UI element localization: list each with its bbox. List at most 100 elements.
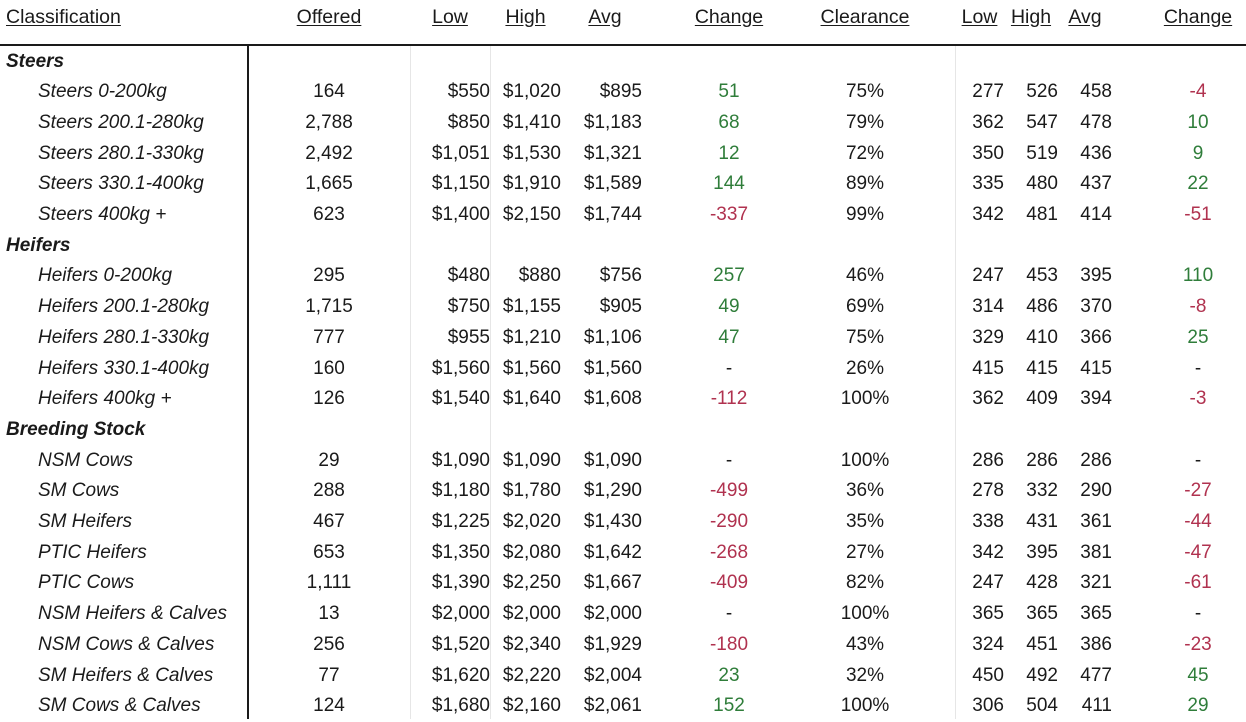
avg-cents-cell: 411: [1081, 695, 1112, 717]
low-cents-cell: 450: [972, 664, 1004, 686]
clearance-cell: 43%: [845, 633, 885, 655]
low-cents-cell: 306: [972, 695, 1004, 717]
low-cents-cell: 342: [972, 541, 1004, 563]
classification-label: SM Cows: [38, 480, 120, 502]
offered-cell: 653: [313, 541, 345, 563]
change-cents-cell: -61: [1184, 572, 1212, 594]
high-price-cell: $2,150: [502, 204, 561, 225]
header-change-cents: Change: [1163, 5, 1233, 28]
section-label: Steers: [6, 50, 65, 72]
change-cell: 23: [718, 664, 740, 686]
low-price-cell: $1,225: [431, 511, 490, 532]
low-cents-cell: 335: [972, 173, 1004, 195]
table-row: Heifers 280.1-330kg 777 $955 $1,210 $1,106 47…: [0, 322, 1246, 353]
low-price-cell: $2,000: [431, 603, 490, 625]
avg-cents-cell: 366: [1080, 326, 1112, 348]
change-cell: 152: [713, 695, 745, 717]
change-cell: 257: [713, 265, 745, 287]
high-cents-cell: 332: [1026, 480, 1058, 502]
offered-cell: 295: [313, 265, 345, 287]
avg-cents-cell: 394: [1080, 388, 1112, 410]
clearance-cell: 35%: [845, 511, 885, 532]
avg-price-cell: $1,744: [583, 204, 642, 225]
low-cents-cell: 342: [972, 204, 1004, 225]
high-price-cell: $2,160: [502, 695, 561, 717]
change-cents-cell: 9: [1192, 142, 1204, 164]
header-high-cents: High: [1010, 5, 1052, 28]
offered-cell: 124: [313, 695, 345, 717]
high-price-cell: $2,220: [502, 664, 561, 686]
offered-cell: 77: [318, 664, 340, 686]
change-cell: -290: [709, 511, 749, 532]
section-label: Breeding Stock: [6, 418, 146, 440]
low-price-cell: $1,620: [431, 664, 490, 686]
change-cents-cell: -47: [1184, 541, 1212, 563]
clearance-cell: 89%: [845, 173, 885, 195]
avg-cents-cell: 414: [1080, 204, 1112, 225]
low-price-cell: $1,390: [431, 572, 490, 594]
offered-cell: 1,111: [306, 572, 352, 594]
clearance-cell: 99%: [845, 204, 885, 225]
avg-cents-cell: 381: [1080, 541, 1112, 563]
avg-price-cell: $2,000: [583, 603, 642, 625]
classification-label: Steers 280.1-330kg: [38, 142, 204, 164]
change-cents-cell: -3: [1189, 388, 1207, 410]
header-avg-cents: Avg: [1068, 5, 1102, 28]
table-row: PTIC Heifers 653 $1,350 $2,080 $1,642 -268 27%…: [0, 537, 1246, 568]
offered-cell: 1,715: [305, 296, 353, 318]
low-cents-cell: 286: [972, 449, 1004, 471]
change-cell: -409: [709, 572, 749, 594]
high-price-cell: $1,780: [502, 480, 561, 502]
offered-cell: 2,788: [305, 111, 353, 133]
high-cents-cell: 504: [1026, 695, 1058, 717]
header-avg: Avg: [588, 5, 622, 28]
high-cents-cell: 481: [1026, 204, 1058, 225]
avg-cents-cell: 478: [1080, 111, 1112, 133]
avg-price-cell: $1,090: [583, 449, 642, 471]
low-cents-cell: 324: [972, 633, 1004, 655]
change-cents-cell: 25: [1187, 326, 1209, 348]
high-cents-cell: 415: [1026, 357, 1058, 379]
high-price-cell: $1,020: [502, 81, 561, 103]
avg-price-cell: $1,321: [583, 142, 642, 164]
low-cents-cell: 329: [972, 326, 1004, 348]
change-cents-cell: -44: [1184, 511, 1212, 532]
low-price-cell: $1,400: [431, 204, 490, 225]
low-cents-cell: 362: [972, 111, 1004, 133]
avg-price-cell: $2,004: [583, 664, 642, 686]
clearance-cell: 100%: [840, 695, 890, 717]
low-cents-cell: 278: [972, 480, 1004, 502]
classification-label: Heifers 200.1-280kg: [38, 296, 210, 318]
table-row: NSM Cows 29 $1,090 $1,090 $1,090 - 100% 286 286 2…: [0, 445, 1246, 476]
low-price-cell: $1,540: [431, 388, 490, 410]
offered-cell: 126: [313, 388, 345, 410]
avg-price-cell: $1,667: [583, 572, 642, 594]
avg-price-cell: $1,106: [583, 326, 642, 348]
avg-cents-cell: 415: [1080, 357, 1112, 379]
change-cents-cell: 22: [1187, 173, 1209, 195]
header-row: Classification Offered Low High Avg Chan…: [0, 0, 1246, 34]
change-cents-cell: -51: [1184, 204, 1212, 225]
header-divider: [0, 44, 1246, 46]
change-cents-cell: -23: [1184, 633, 1212, 655]
change-cell: 47: [718, 326, 740, 348]
low-price-cell: $955: [447, 326, 490, 348]
low-price-cell: $750: [447, 296, 490, 318]
change-cell: 12: [718, 142, 740, 164]
high-cents-cell: 519: [1026, 142, 1058, 164]
change-cell: 68: [718, 111, 740, 133]
clearance-cell: 32%: [845, 664, 885, 686]
high-cents-cell: 428: [1026, 572, 1058, 594]
clearance-cell: 82%: [845, 572, 885, 594]
low-price-cell: $480: [447, 265, 490, 287]
change-cents-cell: 10: [1187, 111, 1209, 133]
offered-cell: 288: [313, 480, 345, 502]
change-cents-cell: -: [1194, 603, 1202, 625]
low-cents-cell: 247: [972, 265, 1004, 287]
table-row: SM Cows & Calves 124 $1,680 $2,160 $2,061 152…: [0, 691, 1246, 722]
avg-cents-cell: 286: [1080, 449, 1112, 471]
low-price-cell: $1,560: [431, 357, 490, 379]
header-low-cents: Low: [961, 5, 998, 28]
classification-label: NSM Cows: [38, 449, 134, 471]
